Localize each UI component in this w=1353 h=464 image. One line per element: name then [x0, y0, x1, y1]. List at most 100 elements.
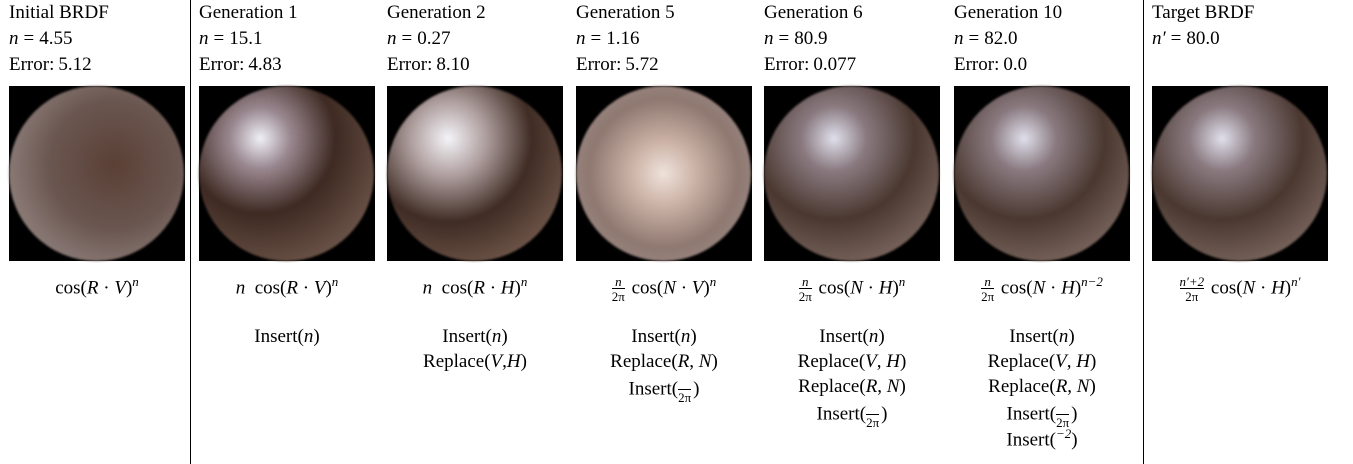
parameter-value: 15.1 — [229, 28, 262, 49]
sphere-render — [9, 86, 184, 261]
parameter-value: 82.0 — [984, 28, 1017, 49]
error-line: Error:8.10 — [387, 52, 563, 78]
italic-symbol: H — [507, 351, 521, 372]
sphere-image — [764, 86, 940, 261]
text-segment: · — [298, 277, 314, 298]
text-segment: ) — [1071, 403, 1077, 424]
text-segment: Insert( — [1009, 326, 1059, 347]
text-segment: Insert( — [819, 326, 869, 347]
superscript: n′ — [1291, 274, 1300, 289]
error-line: Error:4.83 — [199, 52, 375, 78]
parameter-symbol: n′ — [1152, 28, 1166, 49]
error-value: 5.72 — [625, 54, 658, 75]
sphere-image — [1152, 86, 1328, 261]
italic-symbol: N — [699, 351, 712, 372]
sphere-render — [199, 86, 374, 261]
text-segment: Replace( — [798, 351, 866, 372]
sphere-render — [764, 86, 939, 261]
fraction: 2π — [866, 401, 879, 429]
text-segment: Replace( — [798, 376, 866, 397]
fraction: 2π — [1056, 401, 1069, 429]
parameter-value: 4.55 — [39, 28, 72, 49]
text-segment: Replace( — [423, 351, 491, 372]
text-segment: ) — [711, 351, 717, 372]
parameter-line: n=15.1 — [199, 26, 375, 52]
column-title: Generation 2 — [387, 0, 563, 26]
fraction: n2π — [799, 275, 812, 303]
fraction-denominator: 2π — [1180, 288, 1205, 303]
text-segment: · — [485, 277, 501, 298]
italic-symbol: V — [692, 277, 704, 298]
fraction-denominator: 2π — [612, 288, 625, 303]
operation: Insert( 2π) — [924, 401, 1160, 429]
parameter-relation: = — [591, 28, 602, 49]
column: Generation 5n=1.16Error:5.72n2π cos(N · … — [576, 0, 752, 78]
italic-symbol: N — [850, 277, 863, 298]
fraction-numerator — [866, 401, 879, 414]
text-segment: Insert( — [817, 403, 867, 424]
superscript-text: n — [521, 274, 528, 289]
parameter-value: 80.9 — [794, 28, 827, 49]
text-segment: Replace( — [610, 351, 678, 372]
italic-symbol: R — [286, 277, 298, 298]
column: Generation 6n=80.9Error:0.077n2π cos(N ·… — [764, 0, 940, 78]
numerator-text: n′+2 — [1180, 274, 1205, 289]
text-segment: ) — [881, 403, 887, 424]
numerator-text: n — [984, 274, 991, 289]
fraction-numerator: n — [981, 275, 994, 288]
parameter-value: 1.16 — [606, 28, 639, 49]
text-segment: · — [1255, 277, 1271, 298]
text-segment: cos( — [814, 277, 850, 298]
error-value: 5.12 — [58, 54, 91, 75]
italic-symbol: V — [1055, 351, 1067, 372]
text-segment: ) — [521, 351, 527, 372]
numerator-text: n — [802, 274, 809, 289]
fraction: n′+22π — [1180, 275, 1205, 303]
sphere-image — [954, 86, 1130, 261]
fraction-numerator: n′+2 — [1180, 275, 1205, 288]
text-segment: cos( — [627, 277, 663, 298]
error-value: 4.83 — [248, 54, 281, 75]
superscript-text: n−2 — [1081, 274, 1103, 289]
fraction-numerator: n — [799, 275, 812, 288]
superscript: n−2 — [1081, 274, 1103, 289]
sphere-image — [199, 86, 375, 261]
error-value: 0.077 — [813, 54, 856, 75]
error-line: Error:5.12 — [9, 52, 185, 78]
column-title: Initial BRDF — [9, 0, 185, 26]
italic-symbol: R — [1056, 376, 1068, 397]
error-line: Error:0.0 — [954, 52, 1130, 78]
superscript: n — [521, 274, 528, 289]
error-line: Error:5.72 — [576, 52, 752, 78]
parameter-line: n′=80.0 — [1152, 26, 1328, 52]
italic-symbol: H — [1076, 351, 1090, 372]
sphere-image — [387, 86, 563, 261]
text-segment: ) — [1089, 376, 1095, 397]
text-segment: ) — [693, 378, 699, 399]
superscript-text: n — [132, 274, 139, 289]
parameter-line: n=80.9 — [764, 26, 940, 52]
text-segment: ) — [900, 351, 906, 372]
text-segment: · — [99, 277, 115, 298]
text-segment: cos( — [245, 277, 286, 298]
operation: Replace(V, H) — [924, 351, 1160, 373]
operation: Replace(R, N) — [924, 376, 1160, 398]
fraction-denominator: 2π — [678, 389, 691, 404]
italic-symbol: V — [314, 277, 326, 298]
error-label: Error: — [199, 54, 244, 75]
text-segment: Insert( — [629, 378, 679, 399]
italic-symbol: N — [1243, 277, 1256, 298]
italic-symbol: n — [236, 277, 246, 298]
text-segment: , — [1067, 351, 1077, 372]
figure: Initial BRDFn=4.55Error:5.12cos(R · V)nG… — [0, 0, 1353, 464]
parameter-symbol: n — [954, 28, 964, 49]
text-segment: Insert( — [1006, 429, 1056, 450]
parameter-symbol: n — [199, 28, 209, 49]
text-segment: , — [1067, 376, 1077, 397]
text-segment: ) — [1068, 326, 1074, 347]
text-segment: , — [877, 376, 887, 397]
italic-symbol: n — [304, 326, 314, 347]
parameter-relation: = — [969, 28, 980, 49]
